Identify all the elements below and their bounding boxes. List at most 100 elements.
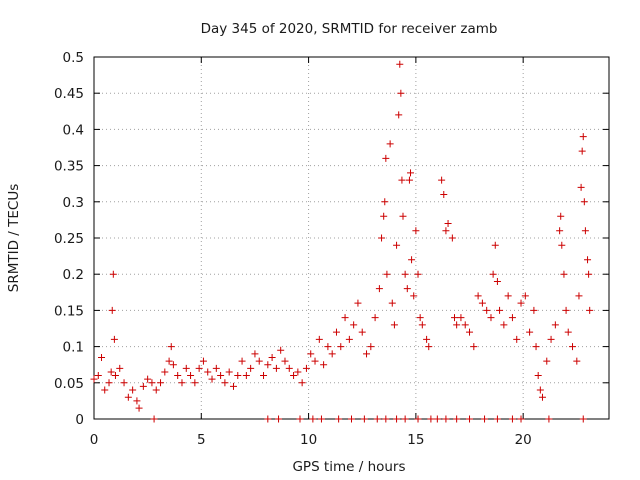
data-point — [534, 372, 542, 380]
data-point — [302, 364, 310, 372]
data-point — [341, 314, 349, 322]
data-point — [348, 415, 355, 423]
data-point — [393, 415, 401, 423]
data-point — [489, 270, 497, 278]
data-point — [397, 89, 405, 97]
data-point — [466, 328, 474, 336]
data-point — [581, 227, 589, 235]
x-tick-label: 5 — [197, 432, 206, 448]
data-point — [575, 292, 583, 300]
data-point — [373, 415, 381, 423]
data-point — [560, 270, 568, 278]
data-point — [401, 270, 409, 278]
y-tick-label: 0.45 — [54, 86, 84, 102]
data-point — [345, 335, 353, 343]
data-point — [380, 212, 388, 220]
data-point — [579, 415, 587, 423]
y-tick-label: 0.35 — [54, 159, 84, 175]
data-point — [438, 176, 446, 184]
data-point — [187, 372, 195, 380]
data-point — [448, 234, 456, 242]
data-point — [466, 415, 474, 423]
data-point — [390, 321, 398, 329]
data-point — [324, 343, 332, 351]
data-point — [178, 379, 186, 387]
data-point — [264, 361, 272, 369]
data-point — [407, 169, 415, 177]
data-point — [268, 353, 276, 361]
data-point — [513, 335, 521, 343]
data-point — [161, 368, 169, 376]
data-point — [508, 314, 516, 322]
data-point — [481, 415, 489, 423]
data-point — [129, 386, 137, 394]
data-point — [453, 415, 461, 423]
y-tick-label: 0.3 — [63, 195, 84, 211]
data-point — [337, 343, 345, 351]
data-point — [208, 375, 216, 383]
x-axis: 0 5 10 15 20 — [90, 57, 532, 448]
data-point — [174, 372, 182, 380]
data-point — [107, 368, 115, 376]
data-point — [294, 368, 302, 376]
data-point — [328, 350, 336, 358]
data-point — [526, 328, 534, 336]
data-point — [378, 234, 386, 242]
data-point — [491, 241, 499, 249]
data-point — [433, 415, 441, 423]
y-tick-label: 0.1 — [63, 340, 84, 356]
data-point — [212, 364, 220, 372]
data-point — [382, 415, 390, 423]
data-point — [199, 357, 207, 365]
data-point — [139, 382, 147, 390]
data-point — [133, 397, 141, 405]
data-point — [367, 343, 375, 351]
data-point — [383, 270, 391, 278]
data-point — [225, 368, 233, 376]
data-point — [453, 321, 461, 329]
data-point — [290, 372, 298, 380]
data-point — [281, 357, 289, 365]
data-point — [401, 415, 409, 423]
data-point — [444, 220, 452, 228]
data-point — [412, 227, 420, 235]
data-point — [493, 415, 501, 423]
data-point — [504, 292, 512, 300]
data-point — [416, 314, 424, 322]
data-point — [169, 361, 177, 369]
data-point — [152, 386, 160, 394]
data-point — [585, 270, 593, 278]
data-point — [474, 292, 482, 300]
data-point — [418, 321, 426, 329]
data-point — [393, 241, 401, 249]
data-point — [272, 364, 280, 372]
y-tick-label: 0.2 — [63, 267, 84, 283]
data-point — [545, 415, 553, 423]
data-point — [442, 227, 450, 235]
data-point — [442, 415, 450, 423]
data-point — [569, 343, 577, 351]
y-axis: 0 0.05 0.1 0.15 0.2 0.25 0.3 0.35 0.4 0.45 0.5 — [54, 50, 609, 428]
data-point — [493, 277, 501, 285]
data-point — [408, 256, 416, 264]
x-tick-label: 20 — [515, 432, 532, 448]
data-point — [221, 379, 229, 387]
y-tick-label: 0.25 — [54, 231, 84, 247]
data-point — [543, 357, 551, 365]
data-point — [573, 357, 581, 365]
data-point — [427, 415, 435, 423]
data-point — [405, 176, 413, 184]
data-point — [461, 321, 469, 329]
data-point — [182, 364, 190, 372]
data-point — [135, 404, 143, 412]
data-point — [251, 350, 259, 358]
data-point — [547, 335, 555, 343]
data-point — [195, 364, 203, 372]
data-point — [536, 386, 544, 394]
data-point — [98, 353, 106, 361]
data-point — [264, 415, 272, 423]
data-point — [538, 393, 546, 401]
data-point — [285, 364, 293, 372]
x-axis-label: GPS time / hours — [292, 459, 405, 475]
